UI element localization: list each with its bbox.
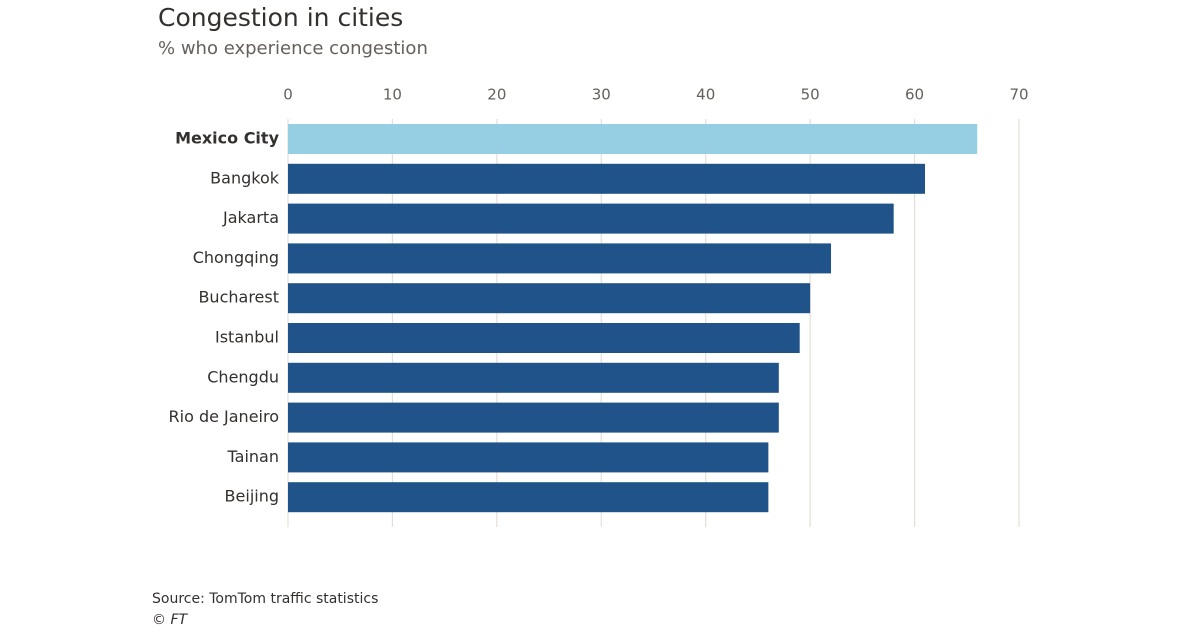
bar <box>288 323 800 353</box>
bar <box>288 163 926 194</box>
x-tick-label: 30 <box>592 86 611 104</box>
bar <box>288 402 779 433</box>
x-tick-label: 70 <box>1009 86 1028 104</box>
y-tick-label: Chongqing <box>193 248 279 267</box>
bar <box>288 203 894 234</box>
y-tick-label: Beijing <box>225 487 279 506</box>
source: Source: TomTom traffic statistics <box>152 591 378 607</box>
bar <box>288 362 779 393</box>
y-tick-label: Tainan <box>227 447 279 466</box>
y-tick-label: Istanbul <box>215 328 279 347</box>
y-tick-label: Jakarta <box>222 208 279 227</box>
y-tick-label: Bucharest <box>198 288 279 307</box>
x-tick-label: 50 <box>801 86 820 104</box>
x-tick-label: 10 <box>383 86 402 104</box>
credit: © FT <box>152 612 189 628</box>
y-tick-label: Bangkok <box>210 168 280 187</box>
x-tick-label: 20 <box>487 86 506 104</box>
bar <box>288 283 811 314</box>
chart-title: Congestion in cities <box>158 3 403 32</box>
x-tick-label: 0 <box>283 86 293 104</box>
y-tick-label: Mexico City <box>175 129 280 148</box>
x-tick-label: 40 <box>696 86 715 104</box>
y-tick-label: Rio de Janeiro <box>169 407 280 426</box>
y-tick-label: Chengdu <box>207 367 279 386</box>
bar <box>288 124 978 154</box>
bar <box>288 243 832 274</box>
bar <box>288 442 769 473</box>
chart-subtitle: % who experience congestion <box>158 38 428 59</box>
bar <box>288 482 769 513</box>
x-tick-label: 60 <box>905 86 924 104</box>
